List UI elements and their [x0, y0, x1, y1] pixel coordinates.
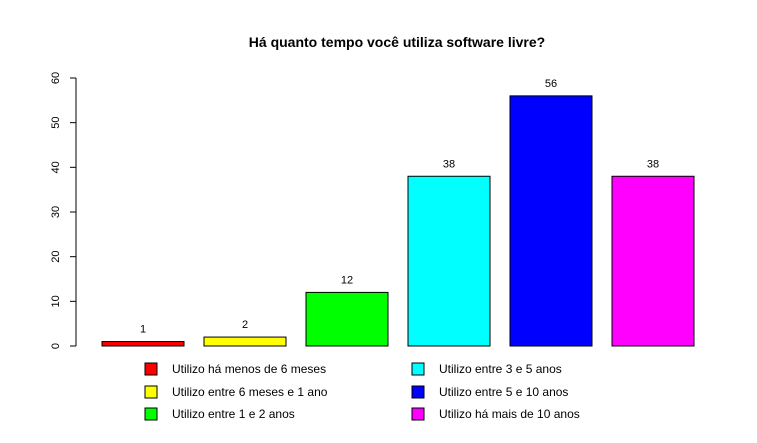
legend-label: Utilizo entre 3 e 5 anos: [439, 362, 562, 376]
bar: [101, 341, 185, 347]
legend-swatch: [411, 362, 425, 376]
legend-label: Utilizo há mais de 10 anos: [439, 407, 580, 421]
y-tick-label: 50: [50, 117, 62, 129]
y-tick-label: 60: [50, 72, 62, 84]
legend: Utilizo há menos de 6 meses Utilizo entre…: [144, 362, 580, 421]
bar: [305, 291, 389, 347]
y-tick-label: 40: [50, 161, 62, 173]
y-tick-label: 0: [50, 343, 62, 349]
legend-swatch: [144, 407, 158, 421]
y-axis: 0 10 20 30 40 50 60: [50, 72, 77, 349]
legend-swatch: [144, 362, 158, 376]
chart-title: Há quanto tempo você utiliza software li…: [249, 34, 545, 50]
bars: [101, 95, 695, 347]
bar-value-label: 38: [647, 158, 659, 170]
y-tick-label: 20: [50, 251, 62, 263]
legend-label: Utilizo entre 1 e 2 anos: [172, 407, 295, 421]
legend-label: Utilizo há menos de 6 meses: [172, 362, 326, 376]
bar-value-label: 56: [545, 78, 557, 90]
legend-swatch: [411, 385, 425, 399]
bar-value-label: 1: [140, 324, 146, 336]
bar: [407, 175, 491, 347]
bar: [509, 95, 593, 347]
bar: [611, 175, 695, 347]
legend-swatch: [144, 385, 158, 399]
legend-label: Utilizo entre 6 meses e 1 ano: [172, 385, 328, 399]
bar-value-label: 12: [341, 274, 353, 286]
y-tick-label: 10: [50, 295, 62, 307]
legend-swatch: [411, 407, 425, 421]
bar: [203, 336, 287, 347]
bar-value-label: 2: [242, 319, 248, 331]
legend-label: Utilizo entre 5 e 10 anos: [439, 385, 568, 399]
y-tick-label: 30: [50, 206, 62, 218]
bar-value-label: 38: [443, 158, 455, 170]
